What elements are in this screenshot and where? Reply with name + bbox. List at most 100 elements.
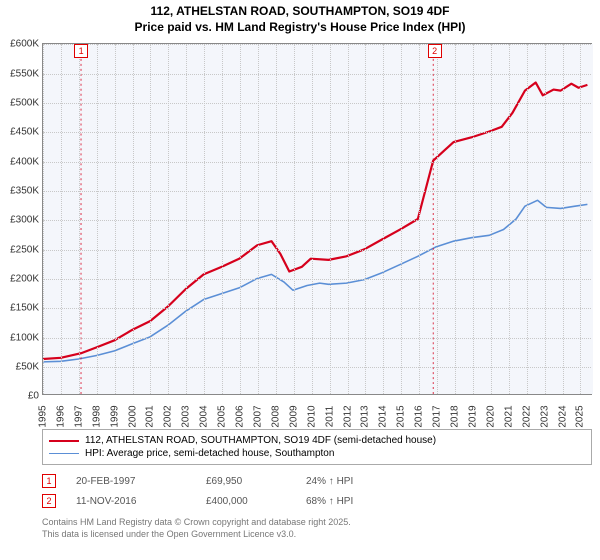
x-axis-label: 2016 (414, 406, 425, 428)
y-axis-label: £150K (1, 303, 39, 314)
x-axis-label: 2010 (306, 406, 317, 428)
y-axis-label: £550K (1, 68, 39, 79)
gridline-v (133, 44, 134, 394)
legend-label: 112, ATHELSTAN ROAD, SOUTHAMPTON, SO19 4… (85, 435, 436, 446)
sales-row: 1 20-FEB-1997 £69,950 24% ↑ HPI (42, 471, 592, 491)
x-axis-label: 2008 (270, 406, 281, 428)
legend-box: 112, ATHELSTAN ROAD, SOUTHAMPTON, SO19 4… (42, 429, 592, 465)
gridline-v (204, 44, 205, 394)
gridline-v (365, 44, 366, 394)
title-line2: Price paid vs. HM Land Registry's House … (0, 20, 600, 36)
credit-line1: Contains HM Land Registry data © Crown c… (42, 517, 592, 529)
x-axis-label: 2023 (539, 406, 550, 428)
sales-row: 2 11-NOV-2016 £400,000 68% ↑ HPI (42, 491, 592, 511)
legend-swatch-hpi (49, 453, 79, 454)
x-axis-label: 2004 (199, 406, 210, 428)
x-axis-label: 2006 (235, 406, 246, 428)
x-axis-label: 1997 (73, 406, 84, 428)
gridline-v (312, 44, 313, 394)
chart-title: 112, ATHELSTAN ROAD, SOUTHAMPTON, SO19 4… (0, 0, 600, 37)
y-axis-label: £450K (1, 127, 39, 138)
x-axis-label: 1999 (109, 406, 120, 428)
credit-line2: This data is licensed under the Open Gov… (42, 529, 592, 541)
gridline-v (97, 44, 98, 394)
y-axis-label: £50K (1, 361, 39, 372)
x-axis-label: 2014 (378, 406, 389, 428)
x-axis-label: 2003 (181, 406, 192, 428)
gridline-v (276, 44, 277, 394)
x-axis-label: 2000 (127, 406, 138, 428)
gridline-v (168, 44, 169, 394)
y-axis-label: £400K (1, 156, 39, 167)
gridline-v (222, 44, 223, 394)
marker-badge: 2 (42, 494, 56, 508)
sale-hpi: 24% ↑ HPI (306, 476, 406, 487)
y-axis-label: £200K (1, 273, 39, 284)
credit-text: Contains HM Land Registry data © Crown c… (42, 517, 592, 540)
x-axis-label: 2002 (163, 406, 174, 428)
marker-badge: 1 (42, 474, 56, 488)
x-axis-label: 2022 (521, 406, 532, 428)
gridline-v (115, 44, 116, 394)
gridline-v (186, 44, 187, 394)
y-axis-label: £600K (1, 39, 39, 50)
chart-plot-area: £0£50K£100K£150K£200K£250K£300K£350K£400… (42, 43, 592, 395)
sale-price: £69,950 (206, 476, 286, 487)
x-axis-label: 2024 (557, 406, 568, 428)
gridline-v (383, 44, 384, 394)
gridline-v (580, 44, 581, 394)
y-axis-label: £100K (1, 332, 39, 343)
x-axis-label: 2015 (396, 406, 407, 428)
x-axis-label: 2011 (324, 406, 335, 428)
legend-label: HPI: Average price, semi-detached house,… (85, 448, 334, 459)
x-axis-label: 1995 (38, 406, 49, 428)
gridline-v (473, 44, 474, 394)
x-axis-label: 2013 (360, 406, 371, 428)
x-axis-label: 2019 (467, 406, 478, 428)
gridline-v (527, 44, 528, 394)
title-line1: 112, ATHELSTAN ROAD, SOUTHAMPTON, SO19 4… (0, 4, 600, 20)
chart-marker-badge: 2 (428, 44, 442, 58)
gridline-v (294, 44, 295, 394)
gridline-v (61, 44, 62, 394)
x-axis-label: 2025 (575, 406, 586, 428)
y-axis-label: £0 (1, 391, 39, 402)
y-axis-label: £300K (1, 215, 39, 226)
gridline-v (401, 44, 402, 394)
gridline-v (437, 44, 438, 394)
y-axis-label: £350K (1, 185, 39, 196)
legend-row: 112, ATHELSTAN ROAD, SOUTHAMPTON, SO19 4… (49, 434, 585, 447)
legend-row: HPI: Average price, semi-detached house,… (49, 447, 585, 460)
gridline-v (258, 44, 259, 394)
x-axis-label: 2020 (485, 406, 496, 428)
legend-swatch-price (49, 440, 79, 442)
x-axis-label: 2001 (145, 406, 156, 428)
chart-marker-badge: 1 (74, 44, 88, 58)
x-axis-label: 2018 (450, 406, 461, 428)
x-axis-label: 1998 (91, 406, 102, 428)
x-axis-label: 1996 (55, 406, 66, 428)
x-axis-label: 2009 (288, 406, 299, 428)
gridline-v (419, 44, 420, 394)
x-axis-label: 2021 (503, 406, 514, 428)
sale-price: £400,000 (206, 496, 286, 507)
gridline-v (509, 44, 510, 394)
y-axis-label: £250K (1, 244, 39, 255)
gridline-v (455, 44, 456, 394)
gridline-v (545, 44, 546, 394)
gridline-v (563, 44, 564, 394)
gridline-v (79, 44, 80, 394)
x-axis-label: 2012 (342, 406, 353, 428)
x-axis-label: 2005 (217, 406, 228, 428)
sales-table: 1 20-FEB-1997 £69,950 24% ↑ HPI 2 11-NOV… (42, 471, 592, 511)
sale-date: 20-FEB-1997 (76, 476, 186, 487)
gridline-v (240, 44, 241, 394)
sale-date: 11-NOV-2016 (76, 496, 186, 507)
gridline-v (330, 44, 331, 394)
gridline-v (491, 44, 492, 394)
sale-hpi: 68% ↑ HPI (306, 496, 406, 507)
x-axis-label: 2007 (252, 406, 263, 428)
gridline-v (43, 44, 44, 394)
x-axis-label: 2017 (432, 406, 443, 428)
y-axis-label: £500K (1, 97, 39, 108)
